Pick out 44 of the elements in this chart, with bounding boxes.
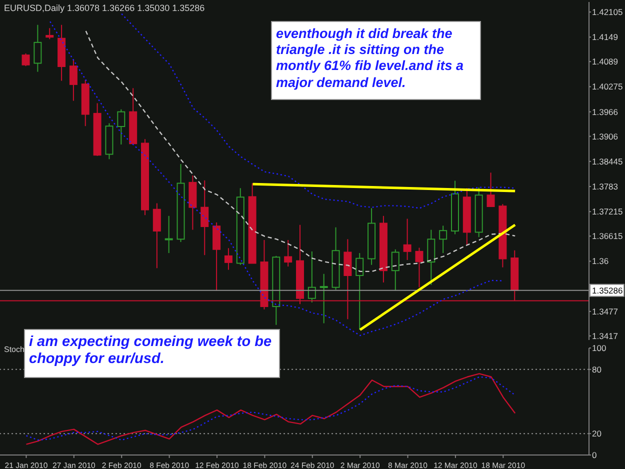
y-tick-label: 1.36 <box>592 256 609 266</box>
candlestick <box>69 58 78 102</box>
candlestick <box>284 239 292 268</box>
y-tick-label: 1.40275 <box>592 82 623 92</box>
candlestick <box>152 202 161 269</box>
y-tick-label: 100 <box>592 343 606 354</box>
y-tick-label: 1.4089 <box>592 56 618 67</box>
y-tick-label: 1.42105 <box>592 7 623 18</box>
y-tick-label: 1.3477 <box>592 306 618 316</box>
candlestick <box>427 229 436 286</box>
y-tick-label: 1.3783 <box>592 182 618 192</box>
candlestick <box>200 180 209 256</box>
line-series <box>49 20 504 336</box>
candlestick <box>356 252 364 330</box>
y-tick-label: 1.36615 <box>592 231 623 242</box>
y-tick-label: 1.3417 <box>592 330 618 341</box>
candlestick <box>22 52 30 67</box>
y-tick-label: 1.3966 <box>592 106 618 117</box>
candlestick <box>34 24 42 72</box>
candlestick <box>486 172 495 208</box>
line-series <box>121 13 516 209</box>
candlestick <box>439 225 448 254</box>
y-tick-label: 1.38445 <box>592 156 623 166</box>
y-tick-label: 0 <box>592 450 597 460</box>
candlestick <box>403 218 412 260</box>
candlestick <box>224 248 232 270</box>
y-tick-label: 80 <box>592 364 602 374</box>
y-tick-label: 20 <box>592 428 602 439</box>
candlestick <box>212 222 221 292</box>
candlestick <box>117 108 126 145</box>
annotation: eventhough it did break the triangle .it is sitting on the montly 61% fib level.and its a major demand level. <box>271 21 481 100</box>
candlestick <box>308 250 316 303</box>
y-tick-label: 1.37215 <box>592 206 623 217</box>
annotation: i am expecting comeing week to be choppy for eur/usd. <box>24 329 280 378</box>
candlestick <box>415 247 424 288</box>
y-tick-label: 1.3906 <box>592 131 618 142</box>
candlestick <box>391 248 400 292</box>
chart-title: EURUSD,Daily 1.36078 1.36266 1.35030 1.35286 <box>4 3 205 13</box>
candlestick <box>164 215 173 254</box>
candlestick <box>320 273 328 324</box>
chart-title: Stoch <box>4 345 24 354</box>
y-tick-label: 1.4149 <box>592 32 618 42</box>
ref-line-label: 1.35286 <box>592 285 623 296</box>
candlestick <box>46 28 54 40</box>
